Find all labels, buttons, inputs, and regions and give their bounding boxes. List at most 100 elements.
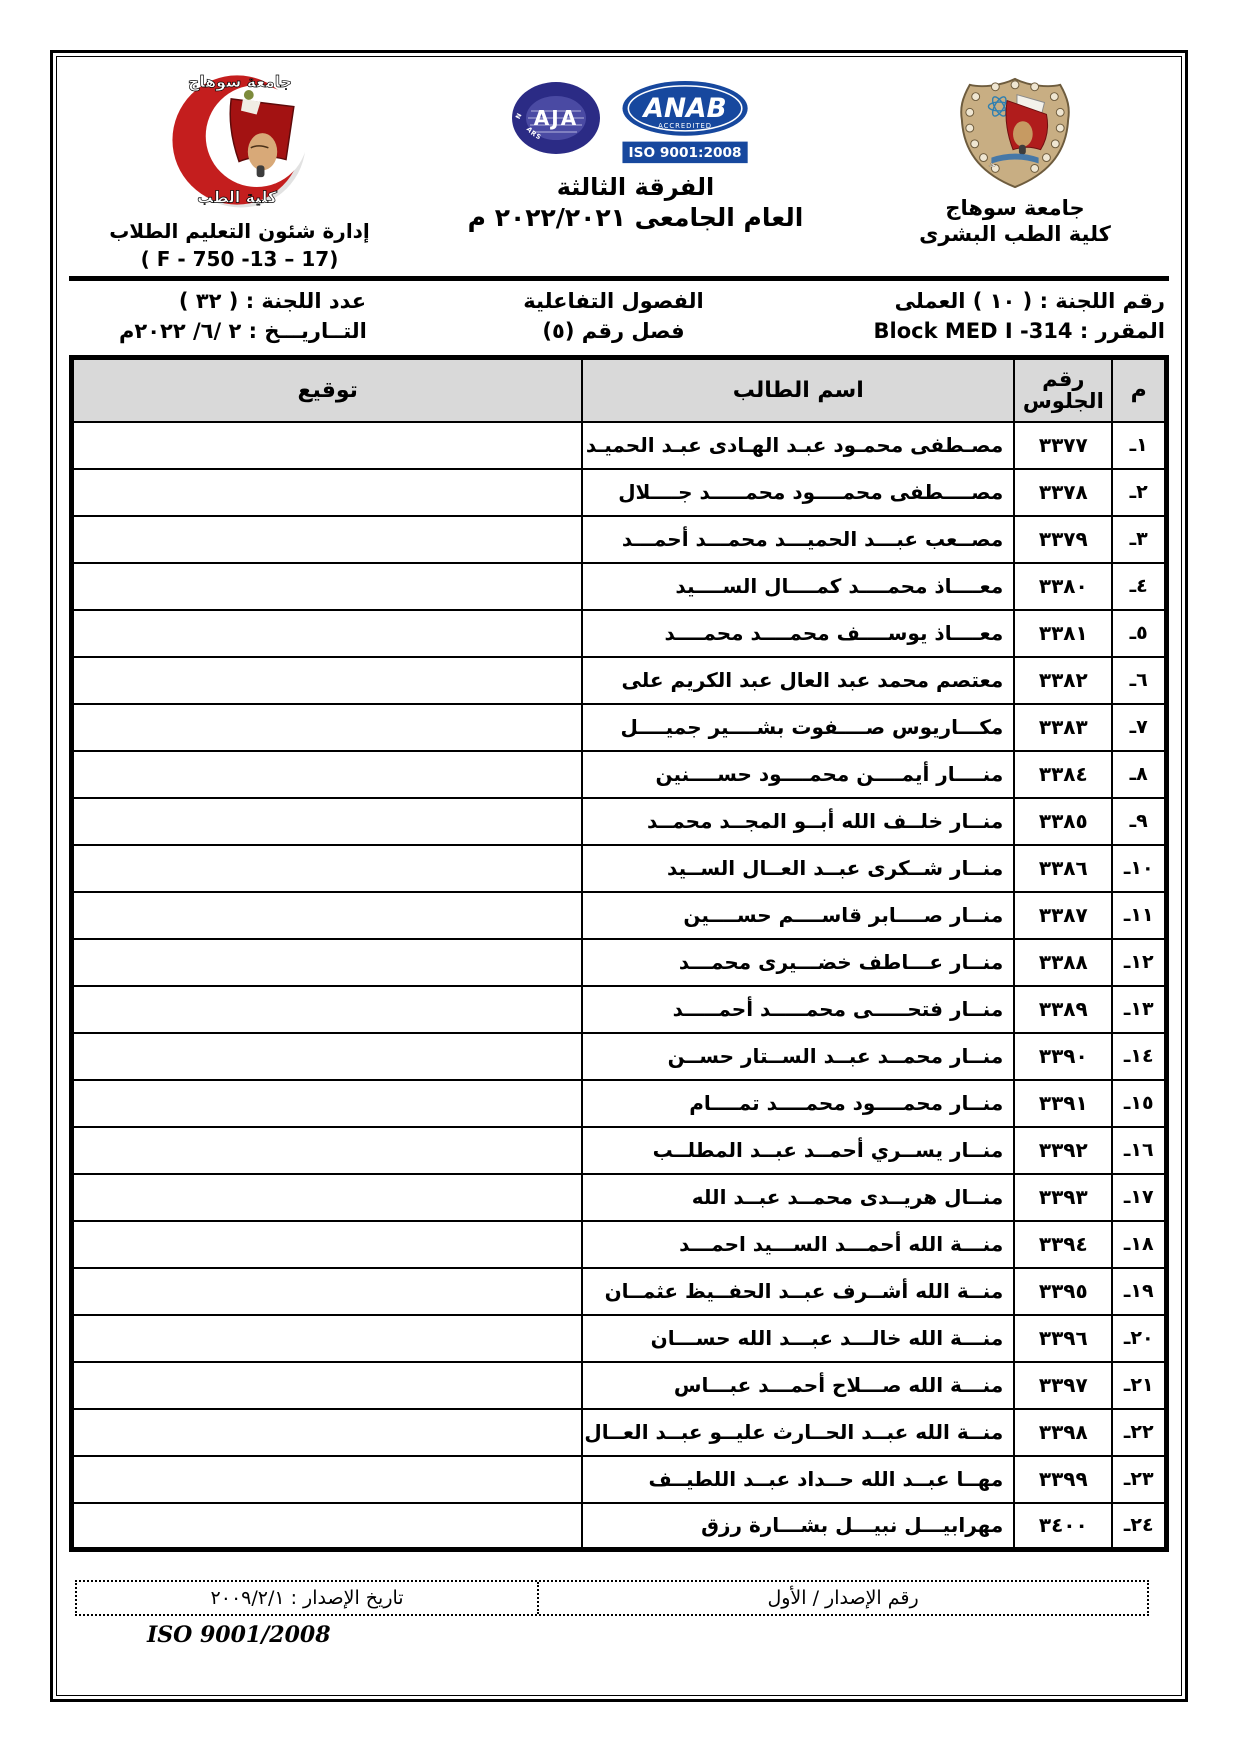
row-serial: ٢٣ـ xyxy=(1111,1454,1168,1504)
row-serial: ١١ـ xyxy=(1111,890,1168,940)
row-signature-cell xyxy=(70,984,584,1034)
row-seat-number: ٣٣٧٩ xyxy=(1013,514,1114,564)
crescent-bottom-text: كلية الطب xyxy=(197,188,278,207)
row-signature-cell xyxy=(70,1266,584,1316)
row-signature-cell xyxy=(70,1501,584,1551)
row-student-name: منــار خلــف الله أبــو المجــد محمــد xyxy=(581,796,1016,846)
faculty-name: كلية الطب البشرى xyxy=(919,222,1111,247)
issue-date: تاريخ الإصدار : ٢٠٠٩/٢/١ xyxy=(210,1587,404,1609)
row-serial: ١٠ـ xyxy=(1111,843,1168,893)
row-serial: ٢١ـ xyxy=(1111,1360,1168,1410)
table-row: ١٩ـ ٣٣٩٥ منــة الله أشــرف عبــد الحفــيظ … xyxy=(70,1266,1168,1316)
table-row: ١٨ـ ٣٣٩٤ منـــة الله أحمـــد الســـيد احمـ… xyxy=(70,1219,1168,1269)
row-signature-cell xyxy=(70,420,584,470)
row-student-name: منـــة الله أحمـــد الســـيد احمـــد xyxy=(581,1219,1016,1269)
row-seat-number: ٣٣٩٣ xyxy=(1013,1172,1114,1222)
row-serial: ٥ـ xyxy=(1111,608,1168,658)
row-student-name: مصـطفى محمـود عبـد الهـادى عبـد الحميـد xyxy=(581,420,1016,470)
info-row-1: رقم اللجنة : ( ١٠ ) العملى الفصول التفاع… xyxy=(69,289,1169,313)
row-serial: ١٩ـ xyxy=(1111,1266,1168,1316)
row-serial: ٢٤ـ xyxy=(1111,1501,1168,1551)
academic-year-title: العام الجامعى ٢٠٢٢/٢٠٢١ م xyxy=(467,203,804,232)
row-seat-number: ٣٣٩١ xyxy=(1013,1078,1114,1128)
department-name: إدارة شئون التعليم الطلاب xyxy=(109,219,370,243)
row-seat-number: ٣٣٨٣ xyxy=(1013,702,1114,752)
row-serial: ٩ـ xyxy=(1111,796,1168,846)
row-student-name: مهرابيـــل نبيـــل بشـــارة رزق xyxy=(581,1501,1016,1551)
row-signature-cell xyxy=(70,1172,584,1222)
row-signature-cell xyxy=(70,843,584,893)
row-serial: ٢ـ xyxy=(1111,467,1168,517)
class-number: فصل رقم (٥) xyxy=(542,319,685,343)
row-student-name: منــار محمــد عبــد الســتار حســن xyxy=(581,1031,1016,1081)
row-seat-number: ٣٣٧٧ xyxy=(1013,420,1114,470)
section-type: الفصول التفاعلية xyxy=(523,289,704,313)
row-serial: ١٢ـ xyxy=(1111,937,1168,987)
row-serial: ١٧ـ xyxy=(1111,1172,1168,1222)
table-row: ٩ـ ٣٣٨٥ منــار خلــف الله أبــو المجــد مح… xyxy=(70,796,1168,846)
table-row: ٣ـ ٣٣٧٩ مصــعب عبـــد الحميـــد محمـــد أح… xyxy=(70,514,1168,564)
anab-iso-label: ISO 9001:2008 xyxy=(628,145,741,161)
atom-glyph xyxy=(987,96,1011,117)
row-signature-cell xyxy=(70,1454,584,1504)
row-student-name: معتصم محمد عبد العال عبد الكريم على xyxy=(581,655,1016,705)
committee-number: رقم اللجنة : ( ١٠ ) العملى xyxy=(894,289,1165,313)
header-serial: م xyxy=(1111,356,1168,423)
row-seat-number: ٣٣٨٠ xyxy=(1013,561,1114,611)
row-serial: ١٦ـ xyxy=(1111,1125,1168,1175)
row-signature-cell xyxy=(70,1125,584,1175)
page-content: جامعة سوهاج جامعة سوهاج كلية الطب البشرى… xyxy=(56,56,1182,1696)
row-serial: ١٥ـ xyxy=(1111,1078,1168,1128)
anab-logo: ANAB ACCREDITED ISO 9001:2008 xyxy=(621,80,748,164)
row-signature-cell xyxy=(70,1360,584,1410)
form-code: ( F - 750 -13 – 17) xyxy=(140,247,339,271)
table-row: ١٢ـ ٣٣٨٨ منــار عـــاطف خضـــيرى محمـــد xyxy=(70,937,1168,987)
row-seat-number: ٣٣٩٩ xyxy=(1013,1454,1114,1504)
pharaoh-head-glyph xyxy=(228,90,295,178)
table-row: ٢٤ـ ٣٤٠٠ مهرابيـــل نبيـــل بشـــارة رزق xyxy=(70,1501,1168,1551)
row-serial: ١٤ـ xyxy=(1111,1031,1168,1081)
students-tbody: ١ـ ٣٣٧٧ مصـطفى محمـود عبـد الهـادى عبـد ال… xyxy=(70,420,1168,1551)
row-student-name: منــة الله أشــرف عبــد الحفــيظ عثمــان xyxy=(581,1266,1016,1316)
anab-sub: ACCREDITED xyxy=(658,122,712,130)
pharaoh-head-glyph xyxy=(1005,94,1049,155)
grade-title: الفرقة الثالثة xyxy=(556,173,715,201)
row-serial: ٢٢ـ xyxy=(1111,1407,1168,1457)
row-signature-cell xyxy=(70,749,584,799)
row-student-name: منــار محمــــود محمــــد تمــــام xyxy=(581,1078,1016,1128)
row-signature-cell xyxy=(70,1078,584,1128)
row-seat-number: ٣٣٨٨ xyxy=(1013,937,1114,987)
row-student-name: منــار شــكرى عبــد العــال الســيد xyxy=(581,843,1016,893)
row-seat-number: ٣٣٨٤ xyxy=(1013,749,1114,799)
university-block: جامعة سوهاج جامعة سوهاج كلية الطب البشرى xyxy=(861,65,1169,271)
row-signature-cell xyxy=(70,514,584,564)
row-signature-cell xyxy=(70,608,584,658)
row-signature-cell xyxy=(70,702,584,752)
sohag-shield-logo: جامعة سوهاج xyxy=(945,68,1070,189)
table-row: ٥ـ ٣٣٨١ معــــاذ يوســــف محمــــد محمــــ… xyxy=(70,608,1168,658)
row-seat-number: ٣٣٩٤ xyxy=(1013,1219,1114,1269)
row-seat-number: ٣٣٨٥ xyxy=(1013,796,1114,846)
title-block: ANAB ACCREDITED ISO 9001:2008 xyxy=(410,65,861,271)
row-seat-number: ٣٣٨١ xyxy=(1013,608,1114,658)
table-row: ١٧ـ ٣٣٩٣ منــال هريــدى محمــد عبــد الله xyxy=(70,1172,1168,1222)
table-row: ٢٢ـ ٣٣٩٨ منــة الله عبــد الحــارث عليــو … xyxy=(70,1407,1168,1457)
row-seat-number: ٣٣٩٦ xyxy=(1013,1313,1114,1363)
table-row: ١ـ ٣٣٧٧ مصـطفى محمـود عبـد الهـادى عبـد ال… xyxy=(70,420,1168,470)
row-seat-number: ٣٣٨٧ xyxy=(1013,890,1114,940)
row-student-name: منــال هريــدى محمــد عبــد الله xyxy=(581,1172,1016,1222)
row-student-name: منــار يســري أحمــد عبــد المطلــب xyxy=(581,1125,1016,1175)
table-row: ١٠ـ ٣٣٨٦ منــار شــكرى عبــد العــال الســ… xyxy=(70,843,1168,893)
issue-number: رقم الإصدار / الأول xyxy=(537,1582,1147,1614)
row-seat-number: ٣٤٠٠ xyxy=(1013,1501,1114,1551)
row-student-name: معــــاذ محمــــد كمــــال الســــيد xyxy=(581,561,1016,611)
row-student-name: معــــاذ يوســــف محمــــد محمــــد xyxy=(581,608,1016,658)
header-divider xyxy=(69,276,1169,281)
course-name: المقرر : Block MED I -314 xyxy=(873,319,1165,343)
iso-certification-label: ISO 9001/2008 xyxy=(147,1622,331,1648)
table-row: ٨ـ ٣٣٨٤ منــــار أيمــــن محمــــود حســــ… xyxy=(70,749,1168,799)
row-signature-cell xyxy=(70,1407,584,1457)
university-name: جامعة سوهاج xyxy=(945,196,1085,220)
row-serial: ٧ـ xyxy=(1111,702,1168,752)
row-student-name: منـــة الله صـــلاح أحمـــد عبـــاس xyxy=(581,1360,1016,1410)
